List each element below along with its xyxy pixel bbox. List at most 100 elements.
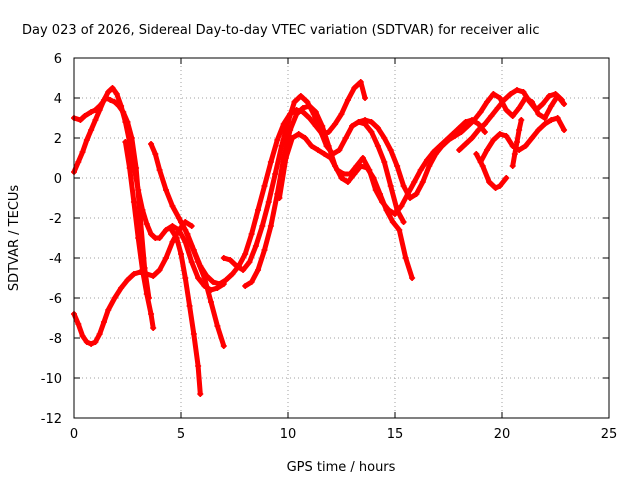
series-trace <box>473 151 509 191</box>
x-tick-label: 0 <box>70 427 78 442</box>
data-point <box>130 199 137 205</box>
data-point <box>100 319 107 325</box>
data-point <box>190 331 197 337</box>
data-point <box>516 127 523 133</box>
chart-title: Day 023 of 2026, Sidereal Day-to-day VTE… <box>22 23 539 38</box>
data-point <box>79 333 86 339</box>
y-axis-label: SDTVAR / TECUs <box>7 185 22 292</box>
data-point <box>282 155 289 161</box>
data-point <box>113 91 120 97</box>
data-point <box>100 97 107 103</box>
data-point <box>353 163 360 169</box>
data-point <box>81 113 88 119</box>
data-point <box>216 281 223 287</box>
x-tick-label: 15 <box>387 427 404 442</box>
data-point <box>327 155 334 161</box>
data-point <box>312 109 319 115</box>
data-point <box>558 97 565 103</box>
series-trace <box>71 219 195 347</box>
data-point <box>546 93 553 99</box>
data-point <box>362 95 369 101</box>
data-point <box>233 263 240 269</box>
data-point <box>163 227 170 233</box>
data-point <box>368 119 375 125</box>
data-point <box>255 207 262 213</box>
data-point <box>492 185 499 191</box>
data-point <box>528 135 535 141</box>
data-point <box>394 163 401 169</box>
data-point <box>167 225 174 231</box>
data-point <box>156 235 163 241</box>
y-tick-label: 0 <box>54 172 62 187</box>
data-point <box>484 147 491 153</box>
series-trace <box>349 91 567 201</box>
data-point <box>152 151 159 157</box>
data-point <box>124 277 131 283</box>
data-point <box>451 133 458 139</box>
data-point <box>513 139 520 145</box>
data-point <box>561 127 568 133</box>
data-point <box>109 85 116 91</box>
y-tick-label: 4 <box>54 92 62 107</box>
data-point <box>473 151 480 157</box>
data-point <box>400 183 407 189</box>
data-point <box>503 133 510 139</box>
data-series <box>473 151 510 191</box>
data-point <box>526 99 533 105</box>
data-point <box>246 259 253 265</box>
data-point <box>220 343 227 349</box>
data-point <box>148 141 155 147</box>
data-point <box>396 227 403 233</box>
data-series <box>122 139 157 331</box>
data-point <box>475 121 482 127</box>
data-point <box>475 127 482 133</box>
data-point <box>75 159 82 165</box>
plot-area <box>71 79 568 397</box>
y-tick-label: -2 <box>49 212 62 227</box>
data-point <box>105 89 112 95</box>
data-point <box>477 109 484 115</box>
data-point <box>511 151 518 157</box>
data-point <box>381 135 388 141</box>
data-point <box>319 123 326 129</box>
data-point <box>306 103 313 109</box>
data-point <box>252 243 259 249</box>
data-point <box>88 341 95 347</box>
data-point <box>462 119 469 125</box>
data-point <box>274 137 281 143</box>
data-point <box>561 101 568 107</box>
data-point <box>374 125 381 131</box>
data-point <box>79 149 86 155</box>
data-point <box>88 127 95 133</box>
data-point <box>188 223 195 229</box>
data-point <box>207 299 214 305</box>
data-point <box>148 231 155 237</box>
data-point <box>469 135 476 141</box>
y-tick-label: -10 <box>41 372 62 387</box>
y-tick-label: 6 <box>54 52 62 67</box>
data-point <box>156 267 163 273</box>
data-point <box>118 285 125 291</box>
data-point <box>130 163 137 169</box>
data-point <box>539 101 546 107</box>
data-point <box>398 203 405 209</box>
data-point <box>541 121 548 127</box>
data-series <box>477 115 568 165</box>
data-point <box>272 171 279 177</box>
data-point <box>83 339 90 345</box>
x-tick-label: 5 <box>177 427 185 442</box>
data-point <box>409 275 416 281</box>
data-point <box>520 89 527 95</box>
data-point <box>349 123 356 129</box>
data-point <box>308 143 315 149</box>
data-point <box>400 219 407 225</box>
data-point <box>402 255 409 261</box>
data-point <box>541 115 548 121</box>
data-point <box>509 163 516 169</box>
data-point <box>554 115 561 121</box>
data-point <box>387 183 394 189</box>
data-point <box>302 135 309 141</box>
data-point <box>197 263 204 269</box>
data-point <box>295 131 302 137</box>
